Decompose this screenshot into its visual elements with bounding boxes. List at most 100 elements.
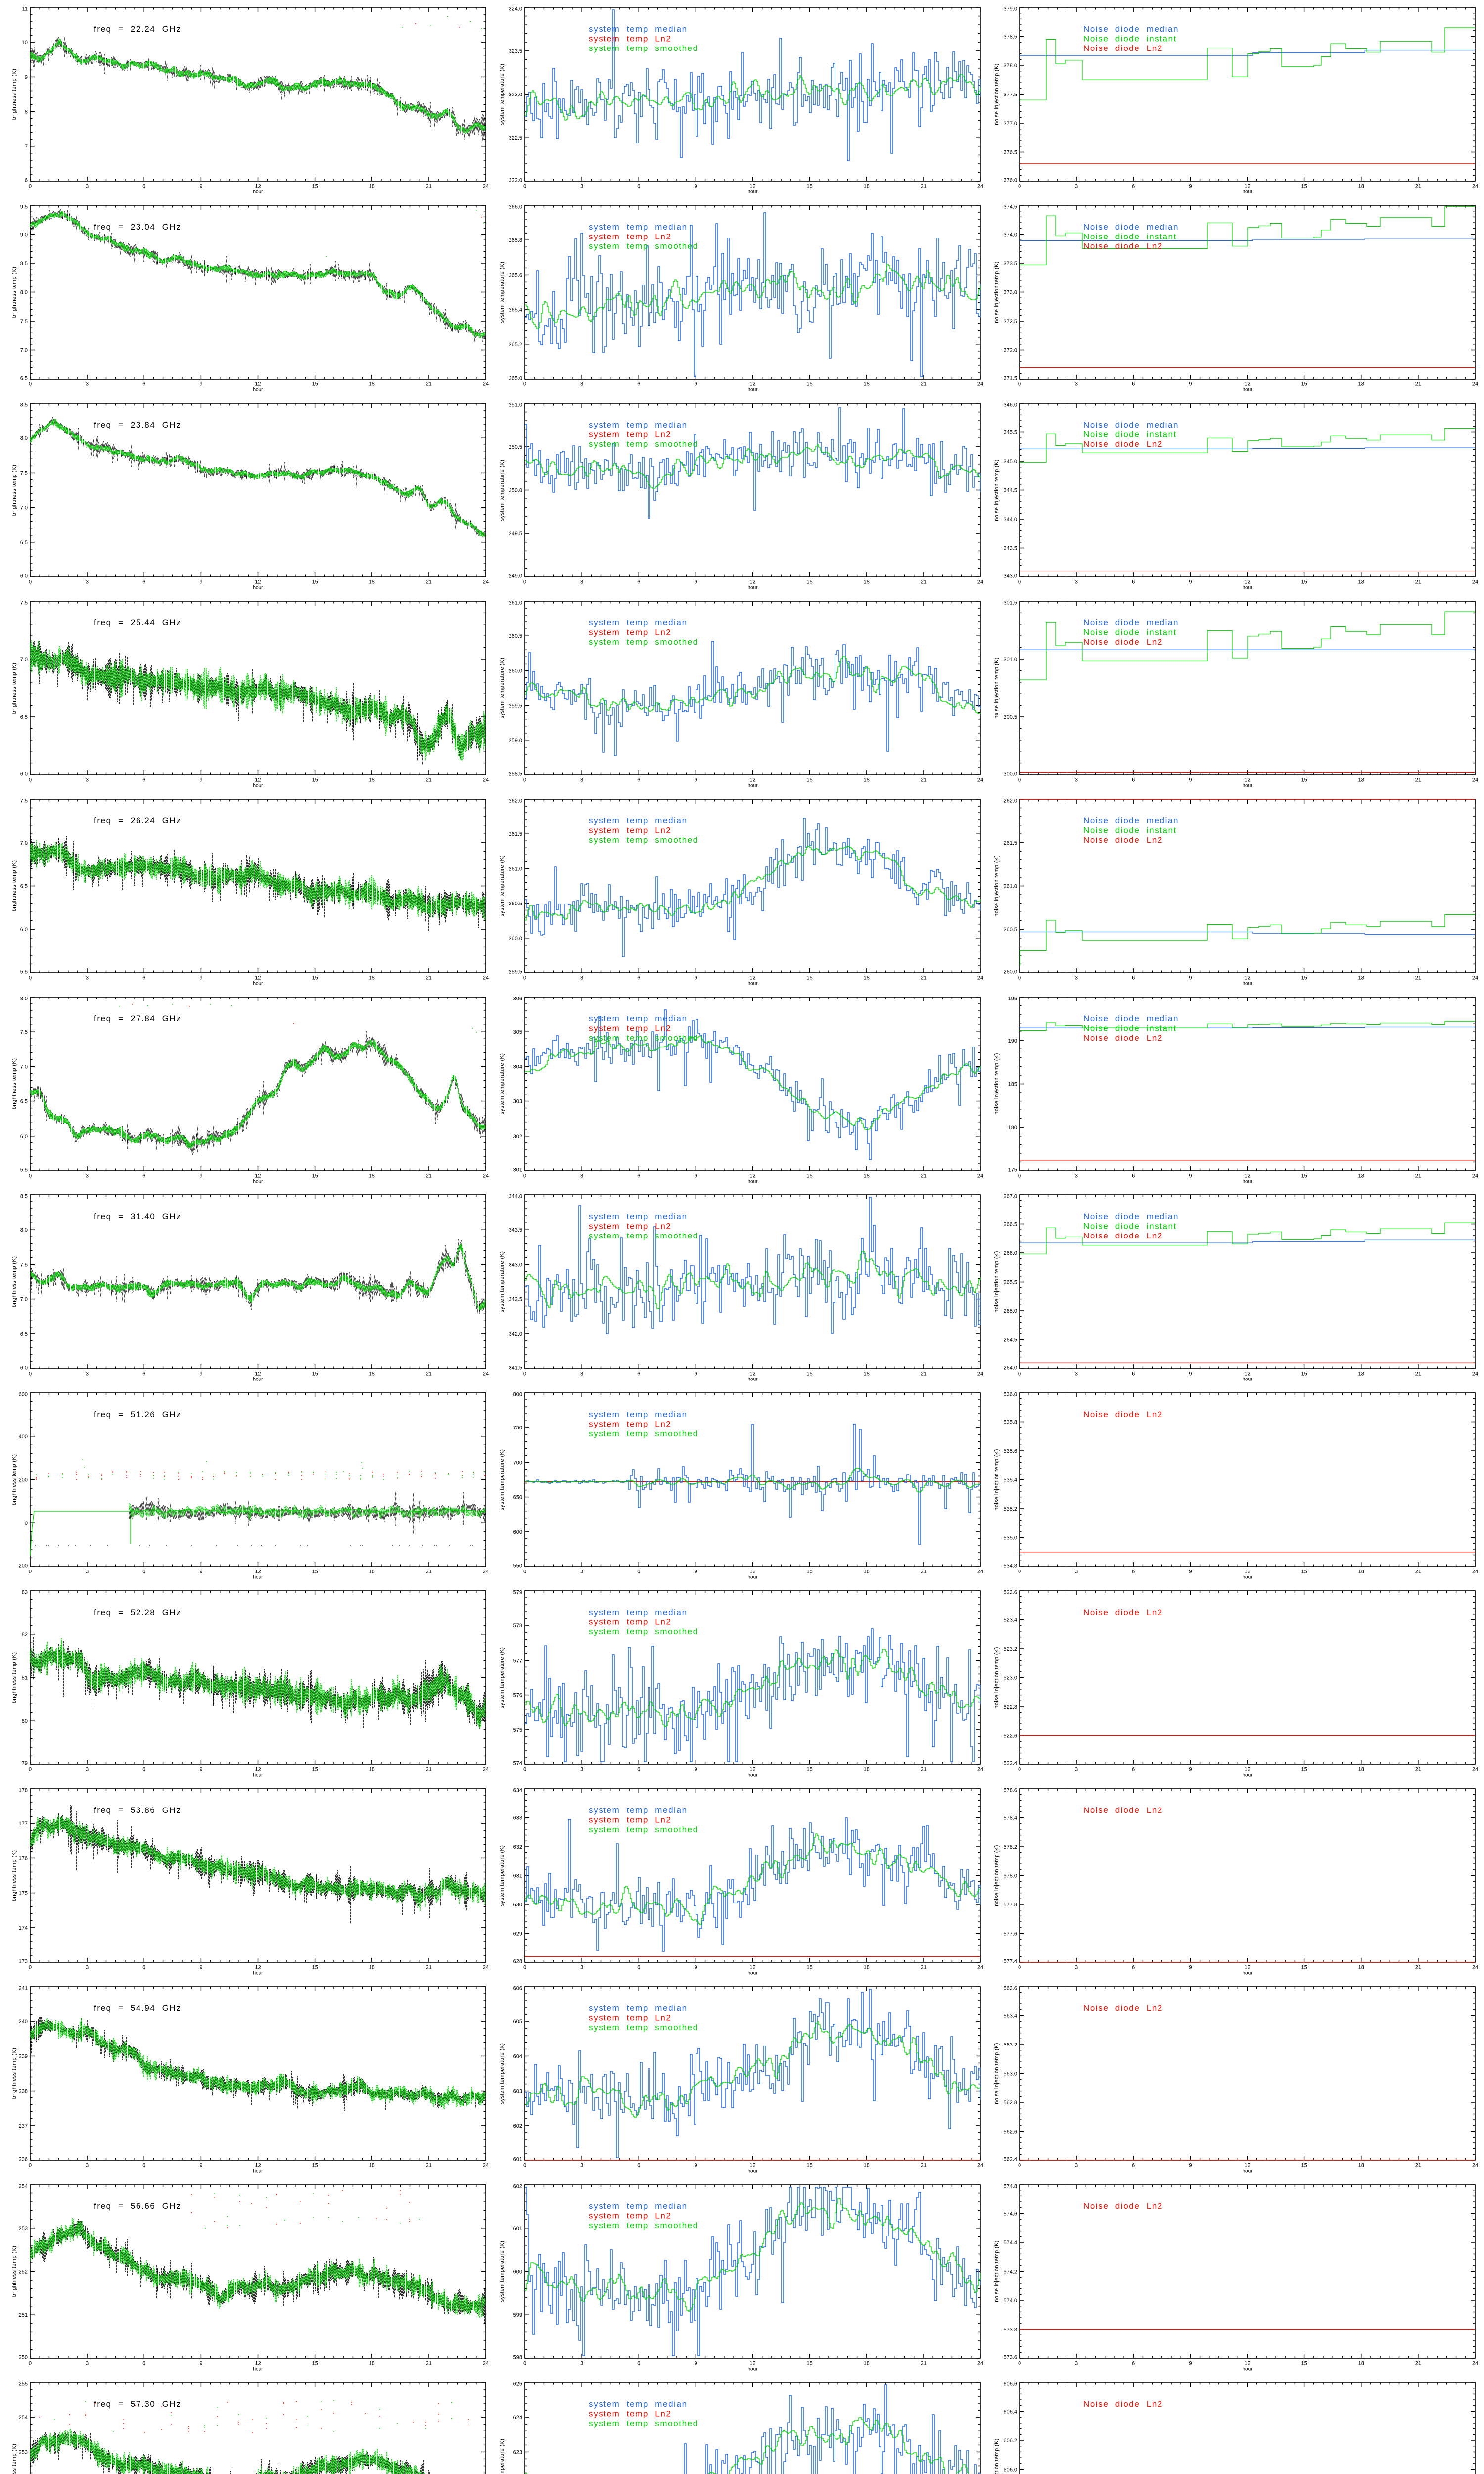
svg-text:251: 251 (19, 2312, 28, 2318)
svg-text:376.0: 376.0 (1003, 178, 1017, 184)
svg-text:601: 601 (513, 2226, 522, 2232)
svg-text:241: 241 (19, 1986, 28, 1992)
svg-text:601: 601 (513, 2157, 522, 2163)
svg-text:372.0: 372.0 (1003, 348, 1017, 354)
svg-text:343.5: 343.5 (1003, 546, 1017, 552)
svg-text:550: 550 (513, 1563, 522, 1569)
svg-text:7.5: 7.5 (20, 319, 28, 325)
svg-text:322.0: 322.0 (509, 178, 522, 184)
svg-text:371.5: 371.5 (1003, 376, 1017, 381)
svg-text:178: 178 (19, 1788, 28, 1794)
svg-text:563.2: 563.2 (1003, 2042, 1017, 2048)
svg-text:265.2: 265.2 (509, 342, 522, 348)
svg-text:534.8: 534.8 (1003, 1563, 1017, 1569)
svg-text:239: 239 (19, 2053, 28, 2059)
svg-text:535.0: 535.0 (1003, 1535, 1017, 1541)
svg-text:177: 177 (19, 1821, 28, 1827)
svg-text:800: 800 (513, 1392, 522, 1398)
svg-text:574.8: 574.8 (1003, 2184, 1017, 2189)
svg-text:freq = 52.28 GHz: freq = 52.28 GHz (94, 1608, 182, 1617)
svg-text:630: 630 (513, 1902, 522, 1908)
svg-text:253: 253 (19, 2449, 28, 2455)
svg-text:373.5: 373.5 (1003, 261, 1017, 267)
svg-text:603: 603 (513, 2089, 522, 2094)
svg-text:185: 185 (1008, 1082, 1017, 1088)
svg-text:259.5: 259.5 (509, 969, 522, 975)
svg-text:freq = 54.94 GHz: freq = 54.94 GHz (94, 2003, 182, 2013)
svg-text:323.0: 323.0 (509, 92, 522, 98)
svg-text:175: 175 (1008, 1167, 1017, 1173)
svg-text:378.5: 378.5 (1003, 34, 1017, 40)
svg-text:260.0: 260.0 (509, 936, 522, 942)
svg-text:260.5: 260.5 (1003, 927, 1017, 933)
svg-text:343.5: 343.5 (509, 1227, 522, 1233)
svg-text:7.5: 7.5 (20, 798, 28, 804)
svg-text:7.0: 7.0 (20, 840, 28, 846)
svg-text:344.5: 344.5 (1003, 488, 1017, 494)
svg-text:301: 301 (513, 1167, 522, 1173)
svg-text:250: 250 (19, 2355, 28, 2361)
svg-text:259.5: 259.5 (509, 703, 522, 709)
svg-text:628: 628 (513, 1959, 522, 1965)
svg-text:freq = 27.84 GHz: freq = 27.84 GHz (94, 1014, 182, 1023)
svg-text:377.0: 377.0 (1003, 121, 1017, 127)
svg-text:82: 82 (22, 1632, 28, 1638)
svg-text:600: 600 (513, 2269, 522, 2275)
svg-text:578: 578 (513, 1623, 522, 1629)
svg-text:8.0: 8.0 (20, 435, 28, 441)
svg-text:373.0: 373.0 (1003, 290, 1017, 296)
svg-text:258.5: 258.5 (509, 771, 522, 777)
svg-text:6.0: 6.0 (20, 927, 28, 933)
svg-text:322.5: 322.5 (509, 135, 522, 141)
svg-text:562.4: 562.4 (1003, 2157, 1017, 2163)
svg-text:freq = 56.66 GHz: freq = 56.66 GHz (94, 2201, 182, 2211)
svg-text:562.8: 562.8 (1003, 2100, 1017, 2106)
svg-text:175: 175 (19, 1891, 28, 1897)
svg-text:573.8: 573.8 (1003, 2327, 1017, 2333)
svg-text:346.0: 346.0 (1003, 402, 1017, 408)
svg-text:6.5: 6.5 (20, 1332, 28, 1337)
svg-text:176: 176 (19, 1856, 28, 1861)
svg-text:598: 598 (513, 2355, 522, 2361)
svg-text:563.6: 563.6 (1003, 1986, 1017, 1992)
svg-text:750: 750 (513, 1425, 522, 1431)
svg-text:535.8: 535.8 (1003, 1420, 1017, 1426)
svg-text:261.0: 261.0 (1003, 884, 1017, 890)
svg-text:577.4: 577.4 (1003, 1959, 1017, 1965)
svg-text:575: 575 (513, 1727, 522, 1733)
svg-text:301.0: 301.0 (1003, 657, 1017, 663)
svg-text:606.4: 606.4 (1003, 2409, 1017, 2415)
svg-text:262.0: 262.0 (509, 798, 522, 804)
svg-text:7.0: 7.0 (20, 1064, 28, 1070)
svg-text:265.8: 265.8 (509, 238, 522, 243)
svg-text:345.5: 345.5 (1003, 430, 1017, 436)
svg-text:250.0: 250.0 (509, 488, 522, 494)
svg-text:6.0: 6.0 (20, 771, 28, 777)
svg-text:255: 255 (19, 2381, 28, 2387)
svg-text:523.4: 523.4 (1003, 1618, 1017, 1623)
svg-text:8.0: 8.0 (20, 1227, 28, 1233)
svg-text:629: 629 (513, 1931, 522, 1937)
svg-text:342.0: 342.0 (509, 1332, 522, 1337)
svg-text:265.0: 265.0 (509, 376, 522, 381)
svg-text:6.5: 6.5 (20, 540, 28, 546)
svg-text:7.0: 7.0 (20, 657, 28, 663)
svg-text:8.5: 8.5 (20, 402, 28, 408)
svg-text:8.0: 8.0 (20, 290, 28, 296)
svg-text:195: 195 (1008, 996, 1017, 1002)
svg-text:265.6: 265.6 (509, 272, 522, 278)
svg-text:523.0: 523.0 (1003, 1675, 1017, 1681)
svg-text:252: 252 (19, 2269, 28, 2275)
svg-text:522.4: 522.4 (1003, 1761, 1017, 1767)
svg-text:freq = 26.24 GHz: freq = 26.24 GHz (94, 816, 182, 825)
svg-text:578.0: 578.0 (1003, 1873, 1017, 1879)
svg-text:8.5: 8.5 (20, 261, 28, 267)
svg-text:623: 623 (513, 2449, 522, 2455)
svg-text:376.5: 376.5 (1003, 150, 1017, 156)
svg-text:261.5: 261.5 (509, 831, 522, 837)
svg-text:535.4: 535.4 (1003, 1477, 1017, 1483)
svg-text:577.6: 577.6 (1003, 1931, 1017, 1937)
svg-text:260.0: 260.0 (509, 668, 522, 674)
svg-text:625: 625 (513, 2381, 522, 2387)
svg-text:342.5: 342.5 (509, 1297, 522, 1303)
